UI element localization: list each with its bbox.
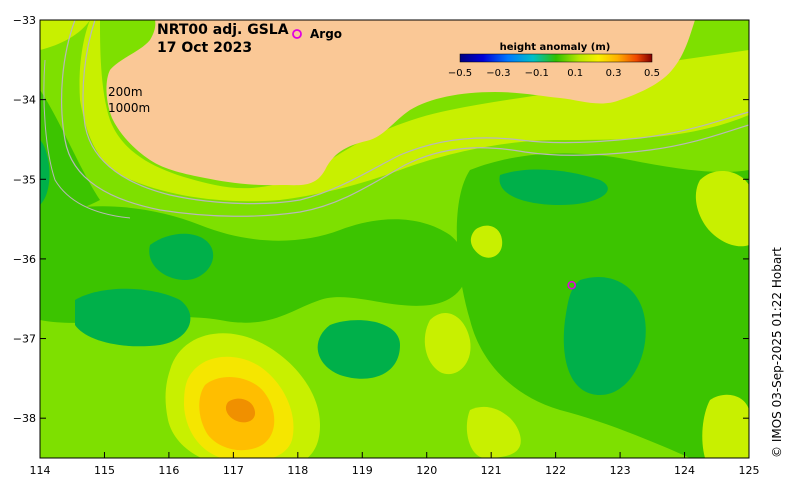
contour-label-200m: 200m bbox=[108, 85, 143, 99]
anomaly-very-low-2 bbox=[149, 233, 214, 280]
colorbar-tick-label: 0.1 bbox=[567, 68, 583, 79]
warm-eddy-core bbox=[225, 398, 256, 423]
colorbar-tick-label: −0.1 bbox=[525, 68, 549, 79]
longitude-tick-label: 114 bbox=[30, 464, 51, 477]
anomaly-very-low-3 bbox=[317, 320, 400, 379]
anomaly-high-6 bbox=[40, 20, 90, 50]
argo-legend-label: Argo bbox=[310, 27, 342, 41]
anomaly-high-1 bbox=[470, 225, 503, 258]
colorbar-tick-label: 0.3 bbox=[606, 68, 622, 79]
latitude-tick-label: −34 bbox=[13, 94, 36, 107]
contour-label-1000m: 1000m bbox=[108, 101, 150, 115]
longitude-tick-label: 117 bbox=[223, 464, 244, 477]
colorbar-tick-label: 0.5 bbox=[644, 68, 660, 79]
longitude-tick-label: 115 bbox=[94, 464, 115, 477]
map-plot-area bbox=[40, 20, 749, 458]
map-title-date: 17 Oct 2023 bbox=[157, 40, 252, 56]
plot-frame bbox=[39, 19, 750, 459]
argo-float-marker[interactable] bbox=[567, 280, 577, 290]
latitude-tick-label: −37 bbox=[13, 333, 36, 346]
longitude-tick-label: 119 bbox=[352, 464, 373, 477]
longitude-tick-label: 124 bbox=[674, 464, 695, 477]
anomaly-high-4 bbox=[466, 406, 521, 458]
argo-legend-icon bbox=[292, 29, 302, 39]
longitude-tick-label: 118 bbox=[287, 464, 308, 477]
contour-1000m-inner bbox=[43, 59, 131, 219]
anomaly-very-low-4 bbox=[563, 276, 646, 395]
longitude-tick-label: 116 bbox=[158, 464, 179, 477]
colorbar-tick-label: −0.3 bbox=[486, 68, 510, 79]
shelf-band bbox=[79, 20, 749, 202]
anomaly-very-low-1 bbox=[75, 288, 191, 347]
anomaly-very-low-west bbox=[40, 140, 50, 205]
longitude-tick-label: 125 bbox=[739, 464, 760, 477]
latitude-tick-label: −33 bbox=[13, 14, 36, 27]
latitude-tick-label: −35 bbox=[13, 173, 36, 186]
anomaly-high-2 bbox=[424, 312, 471, 375]
latitude-axis: −33 −34 −35 −36 −37 −38 bbox=[13, 14, 749, 425]
longitude-tick-label: 123 bbox=[610, 464, 631, 477]
colorbar-tick-label: −0.5 bbox=[448, 68, 472, 79]
longitude-tick-label: 122 bbox=[545, 464, 566, 477]
longitude-tick-label: 121 bbox=[481, 464, 502, 477]
anomaly-high-3 bbox=[695, 170, 749, 247]
latitude-tick-label: −36 bbox=[13, 253, 36, 266]
anomaly-very-low-5 bbox=[499, 169, 608, 205]
map-title-product: NRT00 adj. GSLA bbox=[157, 22, 289, 38]
credit-text: © IMOS 03‑Sep‑2025 01:22 Hobart bbox=[770, 247, 784, 458]
colorbar-title: height anomaly (m) bbox=[500, 42, 611, 53]
longitude-tick-label: 120 bbox=[416, 464, 437, 477]
latitude-tick-label: −38 bbox=[13, 412, 36, 425]
anomaly-high-5 bbox=[702, 394, 749, 458]
colorbar-gradient bbox=[459, 53, 653, 63]
colorbar: height anomaly (m) −0.5 −0.3 −0.1 0.1 0.3 0.5 bbox=[448, 42, 660, 79]
contour-200m bbox=[82, 20, 749, 205]
longitude-axis: 114 115 116 117 118 119 120 121 122 123 124 125 bbox=[30, 452, 760, 477]
contour-1000m bbox=[60, 20, 749, 217]
